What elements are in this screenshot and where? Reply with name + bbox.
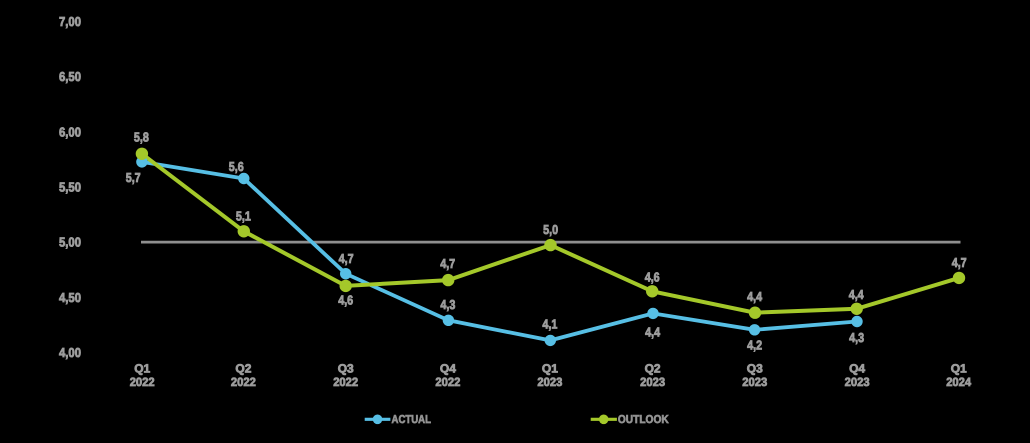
svg-text:Q4: Q4 bbox=[849, 361, 865, 375]
svg-text:4,7: 4,7 bbox=[440, 256, 455, 271]
svg-text:Q4: Q4 bbox=[440, 361, 456, 375]
svg-text:4,3: 4,3 bbox=[440, 297, 455, 312]
svg-text:4,1: 4,1 bbox=[542, 317, 557, 332]
svg-text:5,6: 5,6 bbox=[229, 159, 244, 174]
svg-text:4,2: 4,2 bbox=[747, 338, 762, 353]
svg-text:Q1: Q1 bbox=[951, 361, 967, 375]
svg-text:5,00: 5,00 bbox=[59, 235, 81, 250]
svg-text:Q3: Q3 bbox=[747, 361, 763, 375]
svg-text:4,4: 4,4 bbox=[849, 287, 865, 302]
svg-text:Q2: Q2 bbox=[235, 361, 251, 375]
svg-text:2023: 2023 bbox=[640, 375, 665, 389]
svg-text:5,1: 5,1 bbox=[236, 209, 251, 224]
svg-text:4,6: 4,6 bbox=[338, 293, 353, 308]
svg-text:4,4: 4,4 bbox=[747, 289, 763, 304]
svg-text:2024: 2024 bbox=[946, 375, 971, 389]
svg-text:Q3: Q3 bbox=[338, 361, 354, 375]
svg-text:5,8: 5,8 bbox=[134, 130, 149, 145]
svg-text:Q2: Q2 bbox=[645, 361, 661, 375]
svg-text:2023: 2023 bbox=[537, 375, 562, 389]
svg-text:4,4: 4,4 bbox=[645, 324, 661, 339]
svg-text:2022: 2022 bbox=[231, 375, 256, 389]
svg-text:Q1: Q1 bbox=[542, 361, 558, 375]
svg-text:OUTLOOK: OUTLOOK bbox=[618, 414, 669, 426]
svg-text:2022: 2022 bbox=[130, 375, 155, 389]
svg-text:4,00: 4,00 bbox=[59, 345, 81, 360]
svg-text:4,6: 4,6 bbox=[645, 269, 660, 284]
svg-text:2022: 2022 bbox=[333, 375, 358, 389]
svg-text:5,50: 5,50 bbox=[59, 180, 81, 195]
svg-text:5,7: 5,7 bbox=[126, 170, 141, 185]
svg-text:7,00: 7,00 bbox=[59, 14, 81, 29]
svg-text:4,3: 4,3 bbox=[849, 330, 864, 345]
svg-text:2023: 2023 bbox=[742, 375, 767, 389]
svg-text:ACTUAL: ACTUAL bbox=[392, 414, 432, 426]
svg-text:4,7: 4,7 bbox=[339, 251, 354, 266]
svg-text:4,50: 4,50 bbox=[59, 290, 81, 305]
svg-text:2022: 2022 bbox=[435, 375, 460, 389]
svg-text:6,00: 6,00 bbox=[59, 124, 81, 139]
svg-text:6,50: 6,50 bbox=[59, 69, 81, 84]
svg-text:4,7: 4,7 bbox=[952, 255, 967, 270]
svg-text:5,0: 5,0 bbox=[543, 222, 558, 237]
svg-text:2023: 2023 bbox=[845, 375, 870, 389]
svg-text:Q1: Q1 bbox=[134, 361, 150, 375]
